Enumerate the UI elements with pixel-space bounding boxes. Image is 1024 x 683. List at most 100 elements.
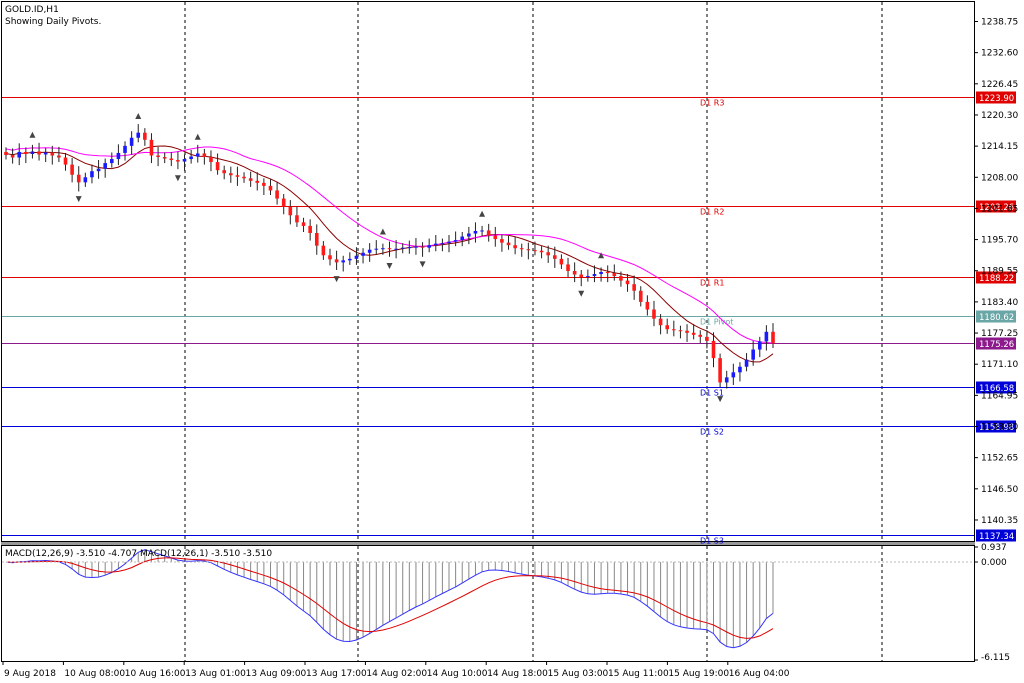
time-tick-label: 13 Aug 01:00 — [185, 669, 246, 679]
candle-body — [420, 246, 425, 248]
candle-body — [10, 154, 15, 158]
candle-body — [103, 163, 107, 169]
candle-body — [546, 252, 550, 256]
candle-body — [757, 341, 762, 350]
candle-body — [724, 377, 729, 383]
candle-body — [235, 175, 240, 177]
candle-body — [486, 230, 491, 236]
time-tick-label: 14 Aug 18:00 — [487, 669, 548, 679]
candle-body — [215, 162, 220, 171]
candle-body — [632, 284, 636, 291]
candle-body — [533, 250, 537, 252]
chart-subtitle: Showing Daily Pivots. — [5, 17, 101, 27]
price-tick-label: 1238.75 — [981, 18, 1018, 28]
candle-body — [493, 235, 498, 240]
main-chart-frame — [1, 1, 975, 542]
candle-body — [473, 230, 478, 234]
ma-slow-line — [5, 146, 774, 344]
time-tick-label: 9 Aug 2018 — [4, 669, 56, 679]
candle-body — [90, 171, 94, 178]
candle-body — [506, 242, 511, 246]
price-tick-label: 1140.35 — [981, 516, 1018, 526]
fractal-up — [194, 133, 201, 140]
candle-body — [612, 273, 617, 277]
pivot-price-value: 1180.62 — [979, 313, 1014, 323]
candle-body — [288, 206, 293, 216]
candle-body — [698, 334, 703, 337]
candle-body — [645, 301, 650, 310]
fractal-down — [419, 261, 426, 268]
candle-body — [169, 158, 174, 161]
candle-body — [242, 176, 246, 179]
pivot-name: D1 S2 — [700, 428, 724, 437]
pivot-price-tag — [976, 271, 1016, 284]
price-tick-label: 1171.10 — [981, 360, 1018, 370]
candle-body — [116, 152, 121, 160]
pivot-price-value: 1137.34 — [979, 532, 1014, 542]
macd-main-line — [5, 549, 774, 649]
macd-label: MACD(12,26,9) -3.510 -4.707 MACD(12,26,1… — [5, 549, 272, 559]
candle-body — [592, 274, 597, 277]
fractal-up — [135, 112, 142, 119]
fractal-down — [333, 276, 340, 283]
pivot-price-tag — [976, 381, 1016, 394]
fractal-down — [174, 175, 181, 182]
candle-body — [70, 164, 74, 175]
pivot-name: D1 S3 — [700, 537, 724, 546]
pivot-price-value: 1188.22 — [979, 274, 1014, 284]
candle-body — [566, 264, 570, 271]
candle-body — [275, 190, 279, 199]
pivot-price-value: 1223.90 — [979, 94, 1014, 104]
candle-body — [579, 274, 584, 278]
candle-body — [553, 255, 557, 259]
candle-body — [453, 240, 458, 242]
pivot-name: D1 R3 — [700, 99, 724, 108]
candle-body — [764, 331, 769, 342]
time-axis: 9 Aug 2018 10 Aug 08:00 10 Aug 16:00 13 Aug… — [2, 661, 790, 679]
candle-body — [308, 225, 312, 233]
candle-body — [57, 155, 61, 158]
candle-body — [586, 276, 590, 278]
candle-body — [43, 152, 48, 155]
pivot-price-tag — [976, 200, 1016, 213]
candle-body — [37, 151, 41, 155]
candlesticks — [4, 124, 775, 389]
price-tick-label: 1146.50 — [981, 485, 1018, 495]
candle-body — [17, 151, 22, 158]
candle-body — [447, 241, 451, 244]
candle-body — [4, 151, 8, 155]
candle-body — [136, 132, 141, 138]
fractal-down — [717, 396, 724, 403]
fractal-up — [379, 228, 386, 235]
candle-body — [281, 198, 286, 207]
subwindow-separator[interactable] — [1, 542, 975, 545]
candle-body — [143, 132, 147, 140]
candle-body — [407, 247, 412, 249]
candle-body — [526, 249, 531, 251]
price-tick-label: 1208.00 — [981, 173, 1018, 183]
time-tick-label: 15 Aug 03:00 — [548, 669, 609, 679]
candle-body — [665, 325, 670, 330]
candle-body — [361, 252, 365, 256]
candle-body — [182, 159, 187, 162]
candle-body — [691, 332, 696, 335]
candle-body — [149, 139, 154, 156]
macd-axis: 0.937 0.000 -6.115 — [974, 543, 1010, 663]
candle-body — [625, 280, 630, 285]
candle-body — [638, 290, 643, 302]
candle-body — [209, 157, 213, 163]
candle-body — [427, 245, 431, 248]
candle-body — [301, 222, 306, 226]
candle-body — [314, 233, 319, 246]
candle-body — [519, 248, 524, 250]
candle-body — [500, 239, 504, 243]
candle-body — [367, 249, 372, 253]
candle-body — [658, 318, 663, 326]
candle-body — [50, 152, 55, 156]
candle-body — [559, 258, 564, 265]
time-tick-label: 14 Aug 02:00 — [366, 669, 427, 679]
price-tick-label: 1201.85 — [981, 204, 1018, 214]
candle-body — [195, 153, 200, 157]
candle-body — [705, 336, 709, 341]
